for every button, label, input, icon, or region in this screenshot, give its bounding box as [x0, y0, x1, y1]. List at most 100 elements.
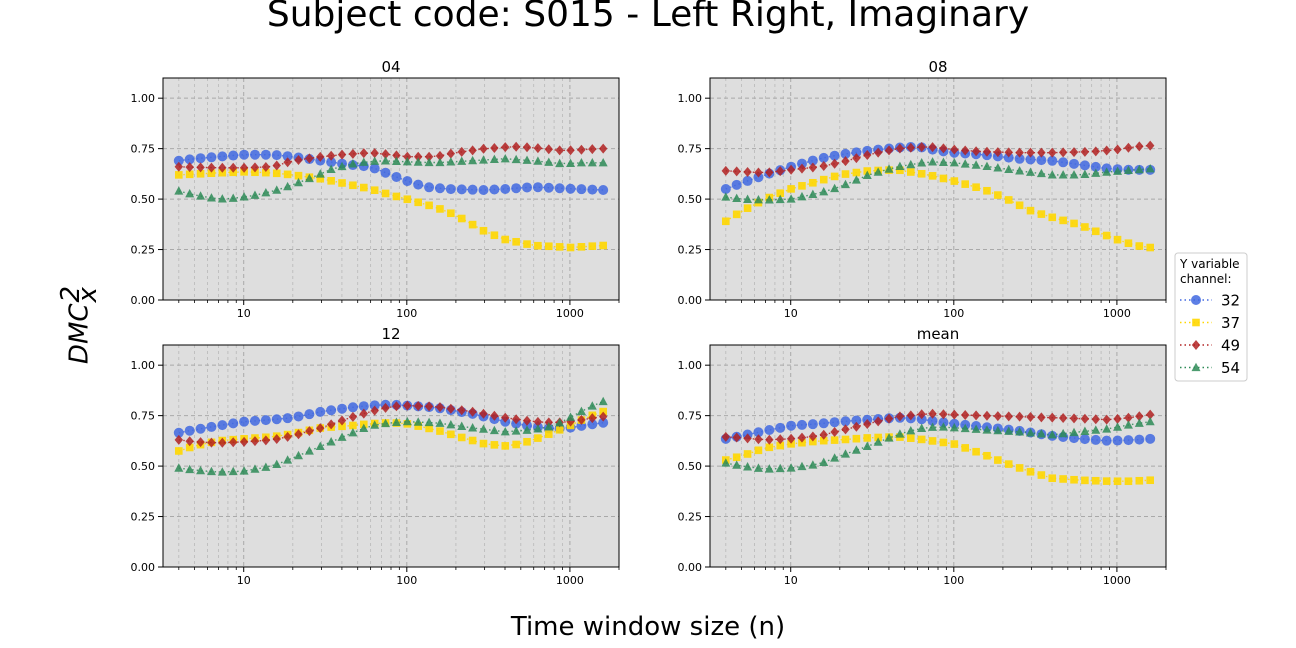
marker-37: [939, 174, 948, 183]
marker-54: [906, 425, 916, 435]
marker-32: [587, 184, 598, 195]
marker-32: [1025, 154, 1036, 165]
marker-54: [391, 417, 401, 426]
marker-37: [185, 443, 194, 452]
marker-49: [928, 142, 937, 153]
marker-37: [743, 204, 752, 212]
marker-49: [993, 411, 1003, 422]
marker-54: [261, 187, 271, 197]
marker-49: [414, 151, 423, 162]
marker-32: [217, 420, 228, 431]
marker-49: [598, 411, 608, 422]
marker-54: [598, 396, 608, 406]
marker-54: [917, 158, 927, 167]
marker-54: [413, 417, 423, 426]
marker-49: [196, 162, 205, 173]
marker-37: [1113, 235, 1122, 244]
marker-54: [982, 425, 992, 434]
marker-32: [326, 405, 337, 416]
marker-54: [1145, 164, 1155, 173]
marker-54: [1123, 165, 1133, 175]
marker-49: [229, 162, 238, 173]
marker-32: [271, 414, 282, 425]
marker-37: [425, 201, 433, 210]
marker-54: [250, 464, 260, 473]
marker-54: [478, 424, 488, 433]
marker-49: [1124, 412, 1133, 423]
marker-49: [1145, 140, 1155, 151]
marker-49: [468, 406, 477, 417]
marker-49: [457, 146, 466, 157]
marker-49: [370, 148, 379, 159]
marker-37: [272, 169, 281, 178]
marker-49: [743, 433, 752, 444]
marker-32: [434, 183, 445, 194]
y-tick-label: 1.00: [678, 359, 703, 372]
y-tick-label: 0.00: [131, 294, 156, 307]
marker-54: [446, 420, 456, 429]
marker-49: [435, 150, 445, 161]
marker-37: [338, 422, 346, 431]
marker-37: [1124, 239, 1133, 248]
marker-49: [348, 148, 358, 159]
marker-37: [468, 436, 477, 445]
marker-37: [732, 210, 741, 219]
marker-37: [994, 456, 1002, 464]
legend-label-32: 32: [1221, 292, 1240, 310]
marker-32: [500, 183, 511, 194]
marker-49: [403, 151, 412, 162]
marker-49: [577, 144, 586, 155]
marker-54: [1113, 422, 1123, 431]
y-tick-label: 1.00: [131, 359, 156, 372]
marker-54: [797, 191, 807, 201]
figure-title: Subject code: S015 - Left Right, Imagina…: [266, 0, 1030, 35]
marker-54: [753, 463, 763, 472]
marker-54: [468, 155, 478, 165]
marker-54: [1102, 424, 1112, 433]
marker-54: [457, 156, 467, 165]
marker-54: [1047, 429, 1057, 439]
marker-37: [809, 178, 817, 187]
marker-54: [1025, 167, 1035, 176]
marker-32: [228, 150, 239, 161]
legend-marker-32: [1191, 295, 1201, 305]
series-line-54: [725, 421, 1151, 470]
marker-37: [457, 214, 466, 223]
marker-54: [566, 158, 576, 167]
marker-54: [511, 426, 521, 435]
marker-49: [797, 432, 807, 443]
y-tick-label: 0.75: [678, 143, 703, 156]
marker-54: [797, 461, 807, 471]
marker-49: [841, 156, 850, 167]
marker-54: [938, 157, 948, 166]
marker-49: [939, 143, 948, 154]
marker-37: [479, 439, 488, 448]
marker-37: [1146, 476, 1154, 485]
y-tick-label: 0.00: [131, 561, 156, 574]
marker-32: [391, 171, 402, 182]
marker-37: [1037, 210, 1046, 218]
marker-49: [1037, 412, 1046, 423]
marker-54: [359, 157, 369, 166]
marker-54: [544, 157, 554, 166]
marker-54: [1123, 420, 1133, 429]
series-line-37: [178, 410, 604, 452]
marker-54: [1091, 168, 1101, 177]
marker-49: [501, 142, 510, 153]
marker-37: [544, 242, 553, 251]
x-tick-label: 100: [396, 574, 417, 587]
marker-32: [1003, 152, 1014, 163]
marker-49: [1015, 147, 1024, 158]
marker-54: [982, 161, 992, 171]
marker-37: [370, 186, 379, 195]
marker-54: [587, 401, 597, 410]
marker-32: [764, 424, 775, 435]
marker-49: [316, 423, 325, 434]
marker-54: [786, 463, 796, 472]
x-axis-label: Time window size (n): [510, 612, 786, 642]
marker-32: [217, 151, 228, 162]
marker-49: [950, 144, 959, 155]
marker-32: [554, 183, 565, 194]
marker-49: [566, 145, 575, 156]
marker-37: [555, 426, 564, 434]
